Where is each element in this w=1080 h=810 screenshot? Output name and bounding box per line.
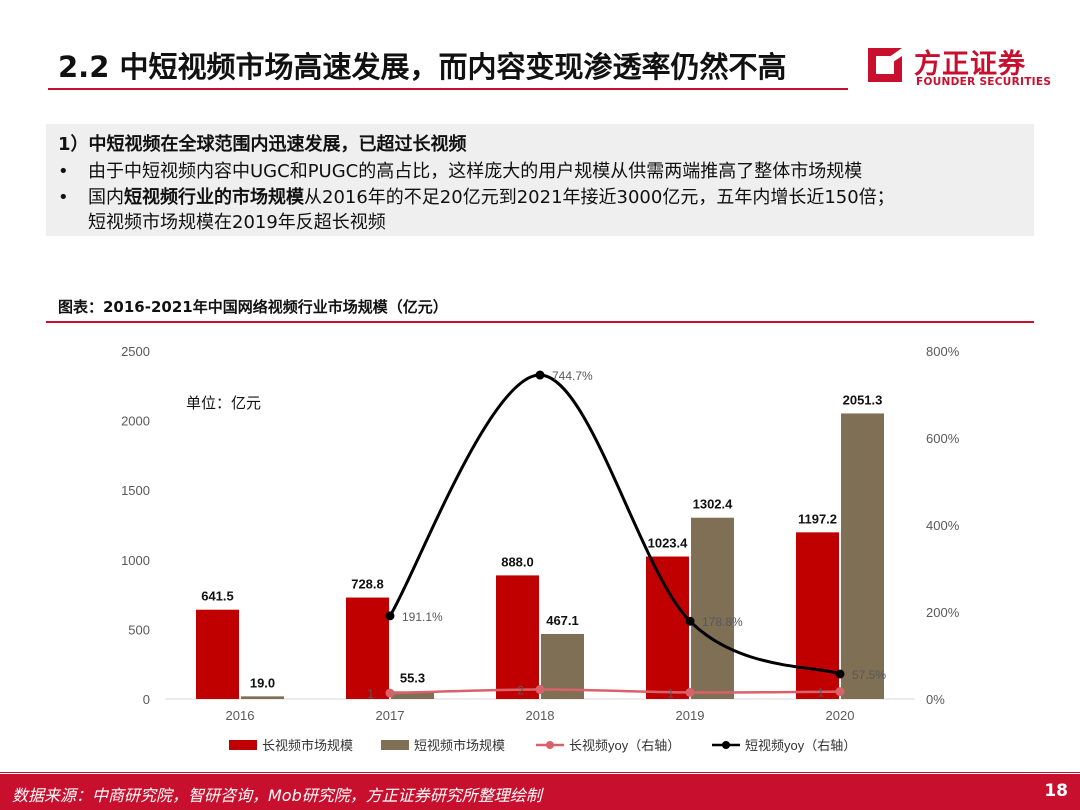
- legend-swatch: [381, 740, 409, 750]
- title-divider: [48, 88, 848, 90]
- legend-label: 短视频yoy（右轴）: [745, 738, 856, 753]
- point-long-video-yoy-label: 1: [367, 687, 374, 701]
- point-long-video-yoy: [535, 685, 545, 695]
- bar-long-video-label: 641.5: [201, 589, 234, 604]
- bar-long-video-label: 1197.2: [798, 511, 837, 526]
- point-short-video-yoy: [535, 370, 545, 380]
- bar-short-video: [541, 633, 584, 699]
- point-long-video-yoy-label: 1: [817, 686, 824, 700]
- y-axis-tick-label: 1500: [121, 483, 150, 498]
- bar-long-video: [196, 609, 239, 699]
- point-short-video-yoy-label: 178.8%: [702, 615, 743, 629]
- footer-divider: [0, 772, 1080, 773]
- page-title: 2.2 中短视频市场高速发展，而内容变现渗透率仍然不高: [58, 50, 787, 84]
- point-long-video-yoy: [685, 687, 695, 697]
- bar-long-video-label: 888.0: [501, 554, 534, 569]
- figure-title: 图表：2016-2021年中国网络视频行业市场规模（亿元）: [58, 298, 448, 316]
- line-long-video-yoy: [389, 688, 841, 695]
- y-axis-tick-label: 500: [128, 622, 150, 637]
- summary-box: 1）中短视频在全球范围内迅速发展，已超过长视频 • 由于中短视频内容中UGC和PU…: [46, 124, 1034, 236]
- bar-long-video: [496, 575, 539, 699]
- y2-axis-tick-label: 400%: [926, 518, 960, 533]
- bullet-1-text: 由于中短视频内容中UGC和PUGC的高占比，这样庞大的用户规模从供需两端推高了整…: [88, 161, 863, 182]
- bullet-2-text-after: 从2016年的不足20亿元到2021年接近3000亿元，五年内增长近150倍；: [304, 187, 895, 208]
- footer-bar: 数据来源：中商研究院，智研咨询，Mob研究院，方正证券研究所整理绘制 18: [0, 774, 1080, 810]
- x-axis-tick-label: 2020: [826, 708, 855, 723]
- point-short-video-yoy: [835, 669, 845, 679]
- legend-marker: [546, 741, 554, 749]
- logo-english-name: FOUNDER SECURITIES: [916, 76, 1052, 88]
- point-long-video-yoy-label: 1: [667, 686, 674, 700]
- x-axis-tick-label: 2017: [376, 708, 405, 723]
- point-short-video-yoy-label: 57.5%: [852, 668, 886, 682]
- x-axis-tick-label: 2018: [526, 708, 555, 723]
- bar-short-video: [241, 696, 284, 699]
- point-short-video-yoy-label: 191.1%: [402, 610, 443, 624]
- bullet-symbol: •: [58, 187, 69, 208]
- legend-label: 长视频市场规模: [262, 738, 353, 753]
- legend-marker: [722, 741, 730, 749]
- x-axis-tick-label: 2019: [676, 708, 705, 723]
- unit-note: 单位：亿元: [186, 395, 261, 412]
- summary-bullet-2: • 国内短视频行业的市场规模从2016年的不足20亿元到2021年接近3000亿元…: [58, 183, 895, 209]
- logo-chinese-name: 方正证券: [914, 49, 1026, 80]
- legend-label: 长视频yoy（右轴）: [569, 738, 680, 753]
- line-short-video-yoy: [388, 373, 841, 676]
- summary-bullet-1: • 由于中短视频内容中UGC和PUGC的高占比，这样庞大的用户规模从供需两端推高了…: [58, 157, 862, 183]
- bullet-2-text-before: 国内: [88, 187, 124, 208]
- bullet-2-bold-text: 短视频行业的市场规模: [124, 187, 304, 208]
- bar-short-video-label: 2051.3: [843, 392, 883, 407]
- bullet-symbol: •: [58, 161, 69, 182]
- y-axis-tick-label: 0: [143, 692, 150, 707]
- page-number: 18: [1044, 781, 1068, 801]
- bar-long-video: [796, 532, 839, 699]
- company-logo: 方正证券 FOUNDER SECURITIES: [864, 42, 1051, 92]
- y-axis-tick-label: 1000: [121, 553, 150, 568]
- bar-long-video-label: 1023.4: [648, 536, 689, 551]
- bar-long-video: [646, 556, 689, 699]
- bar-long-video-label: 728.8: [351, 577, 384, 592]
- point-short-video-yoy: [385, 611, 395, 621]
- market-size-chart: 0 500 1000 1500 2000 2500 0% 200% 400% 600% 800% 单位…: [121, 344, 960, 753]
- legend-label: 短视频市场规模: [414, 738, 505, 753]
- x-axis-tick-label: 2016: [226, 708, 255, 723]
- bar-short-video-label: 467.1: [546, 613, 579, 628]
- bar-short-video: [691, 517, 734, 699]
- point-long-video-yoy: [835, 687, 845, 697]
- y2-axis-tick-label: 800%: [926, 344, 960, 359]
- point-long-video-yoy-label: 2: [517, 684, 524, 698]
- data-source: 数据来源：中商研究院，智研咨询，Mob研究院，方正证券研究所整理绘制: [12, 786, 542, 805]
- y-axis-tick-label: 2000: [121, 414, 150, 429]
- y2-axis-tick-label: 0%: [926, 692, 945, 707]
- founder-logo-icon: [868, 48, 902, 82]
- bullet-2-continuation: 短视频市场规模在2019年反超长视频: [88, 212, 386, 233]
- bar-short-video-label: 19.0: [250, 675, 275, 690]
- point-short-video-yoy: [685, 616, 695, 626]
- bar-short-video: [391, 691, 434, 699]
- summary-heading: 1）中短视频在全球范围内迅速发展，已超过长视频: [58, 134, 467, 155]
- bar-short-video-label: 55.3: [400, 670, 425, 685]
- point-short-video-yoy-label: 744.7%: [552, 369, 593, 383]
- bar-long-video: [346, 597, 389, 699]
- y2-axis-tick-label: 200%: [926, 605, 960, 620]
- bar-short-video-label: 1302.4: [693, 497, 734, 512]
- figure-divider: [46, 321, 1034, 323]
- point-long-video-yoy: [385, 688, 395, 698]
- y-axis-tick-label: 2500: [121, 344, 150, 359]
- legend-swatch: [229, 740, 257, 750]
- y2-axis-tick-label: 600%: [926, 431, 960, 446]
- bar-short-video: [841, 413, 884, 699]
